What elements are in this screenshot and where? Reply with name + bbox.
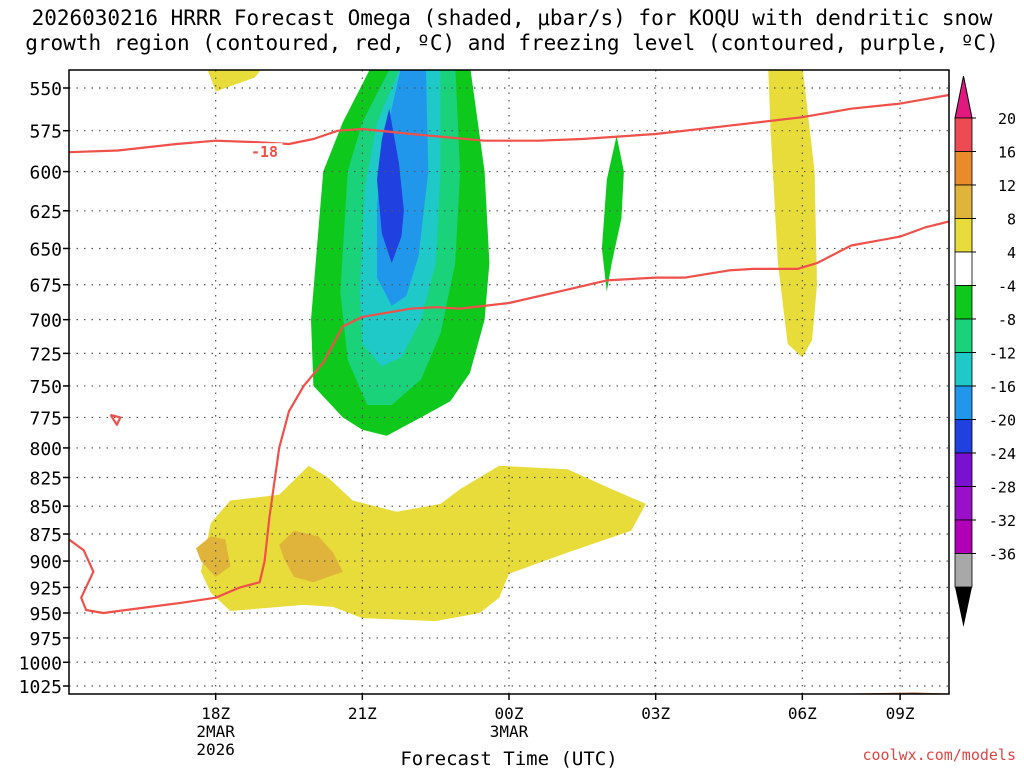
colorbar-swatch-6 — [954, 318, 973, 353]
colorbar: 20 16 12 8 4 -4 -8 -12 -16 -20 -24 -28 -32 -36 — [954, 75, 1016, 627]
x-tick-label: 21Z — [348, 704, 377, 723]
colorbar-swatch-2 — [954, 184, 973, 219]
colorbar-label: -28 — [989, 479, 1016, 497]
colorbar-swatch-3 — [954, 218, 973, 253]
colorbar-label: -36 — [989, 546, 1016, 564]
pressure-axis: 550 575 600 625 650 675 700 725 750 775 800 825 850 8… — [19, 79, 69, 698]
chart-title-line-2: growth region (contoured, red, ºC) and f… — [25, 31, 999, 55]
colorbar-label: -24 — [989, 445, 1016, 463]
y-tick-label: 1000 — [19, 653, 62, 674]
y-tick-label: 650 — [29, 239, 62, 260]
colorbar-swatch-7 — [954, 352, 973, 387]
colorbar-label: 16 — [998, 144, 1016, 162]
y-tick-label: 700 — [29, 311, 62, 332]
y-tick-label: 675 — [29, 276, 62, 297]
omega-region-10 — [377, 108, 404, 264]
chart-title: 2026030216 HRRR Forecast Omega (shaded, … — [0, 6, 1024, 56]
colorbar-swatch-11 — [954, 486, 973, 521]
colorbar-swatch-1 — [954, 151, 973, 186]
colorbar-label: -12 — [989, 345, 1016, 363]
omega-region-3 — [196, 536, 231, 577]
y-tick-label: 775 — [29, 408, 62, 429]
x-tick-year: 2026 — [196, 740, 235, 759]
colorbar-bottom-arrow — [955, 587, 972, 627]
y-tick-label: 575 — [29, 122, 62, 143]
colorbar-label: -32 — [989, 512, 1016, 530]
x-tick-label: 06Z — [788, 704, 817, 723]
omega-region-2 — [768, 70, 817, 358]
x-tick-label: 18Z — [201, 704, 230, 723]
y-tick-label: 875 — [29, 525, 62, 546]
x-tick-date: 3MAR — [490, 722, 529, 741]
x-tick-label: 09Z — [886, 704, 915, 723]
omega-region-1 — [207, 70, 261, 92]
x-tick-date: 2MAR — [196, 722, 235, 741]
colorbar-swatch-0 — [954, 117, 973, 152]
colorbar-label: -4 — [998, 278, 1016, 296]
colorbar-label: 4 — [1007, 244, 1016, 262]
colorbar-label: 12 — [998, 177, 1016, 195]
y-tick-label: 925 — [29, 578, 62, 599]
colorbar-top-arrow — [954, 75, 973, 119]
y-tick-label: 975 — [29, 629, 62, 650]
y-tick-label: 600 — [29, 163, 62, 184]
colorbar-label: -16 — [989, 378, 1016, 396]
colorbar-label: -20 — [989, 412, 1016, 430]
colorbar-swatch-12 — [954, 519, 973, 554]
y-tick-label: 800 — [29, 439, 62, 460]
coolwx-credit: coolwx.com/models — [862, 746, 1016, 764]
colorbar-swatch-5 — [954, 285, 973, 320]
contour-label-bg — [246, 143, 283, 161]
chart-title-line-1: 2026030216 HRRR Forecast Omega (shaded, … — [31, 6, 993, 30]
contour-line-2 — [109, 413, 122, 426]
colorbar-swatch-10 — [954, 452, 973, 487]
temperature-contour-layer: -18 — [69, 93, 949, 615]
omega-shading-layer — [196, 70, 817, 622]
contour-line-0 — [69, 93, 949, 154]
omega-region-6 — [601, 135, 624, 292]
colorbar-swatch-13 — [954, 553, 973, 588]
y-tick-label: 750 — [29, 377, 62, 398]
colorbar-swatch-4 — [954, 251, 973, 286]
colorbar-label: -8 — [998, 311, 1016, 329]
omega-region-0 — [201, 465, 646, 622]
contour-label: -18 — [251, 143, 278, 161]
y-tick-label: 950 — [29, 604, 62, 625]
y-tick-label: 1025 — [19, 677, 62, 698]
colorbar-label: 8 — [1007, 211, 1016, 229]
contour-line-1 — [69, 220, 949, 615]
colorbar-swatch-9 — [954, 419, 973, 454]
y-tick-label: 850 — [29, 497, 62, 518]
y-tick-label: 725 — [29, 344, 62, 365]
y-tick-label: 625 — [29, 202, 62, 223]
y-tick-label: 900 — [29, 552, 62, 573]
omega-region-4 — [279, 530, 343, 583]
colorbar-label: 20 — [998, 110, 1016, 128]
x-axis-label: Forecast Time (UTC) — [400, 748, 617, 768]
x-tick-label: 03Z — [641, 704, 670, 723]
y-tick-label: 825 — [29, 468, 62, 489]
colorbar-swatch-8 — [954, 385, 973, 420]
x-tick-label: 00Z — [495, 704, 524, 723]
y-tick-label: 550 — [29, 79, 62, 100]
